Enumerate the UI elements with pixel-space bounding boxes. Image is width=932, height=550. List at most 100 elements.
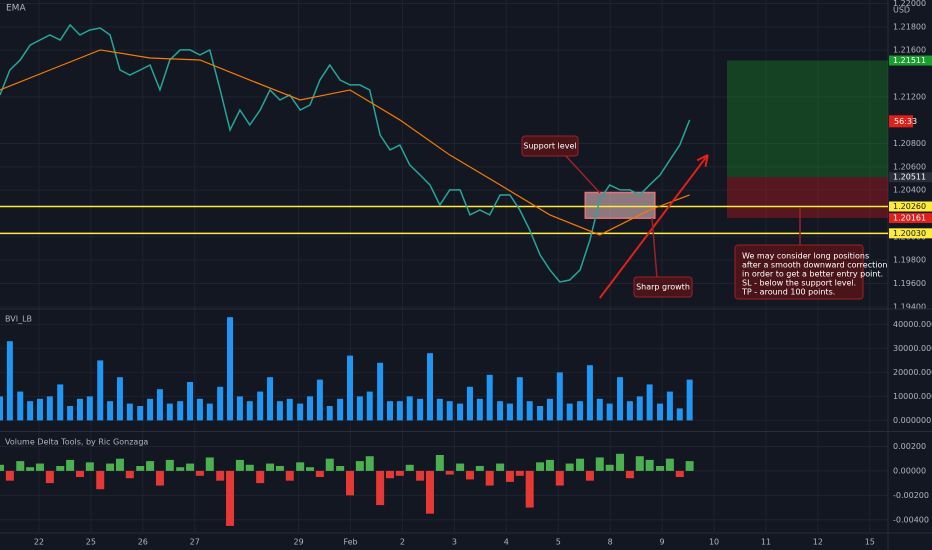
x-tick-label: 26: [138, 538, 148, 547]
delta-bar: [485, 470, 494, 486]
volume-bar: [46, 396, 53, 421]
y-tick-label: 0.00200: [893, 442, 926, 451]
volume-bar: [126, 403, 133, 421]
delta-bar: [515, 470, 524, 476]
growth-callout-text: Sharp growth: [636, 283, 690, 292]
y-tick-label: 1.21800: [893, 22, 926, 31]
delta-bar: [605, 464, 614, 471]
price-tag: [889, 172, 932, 183]
volume-bar: [297, 403, 304, 421]
y-tick-label: -0.00400: [893, 515, 929, 524]
y-tick-label: 0.000000: [893, 416, 931, 425]
volume-bar: [486, 374, 493, 421]
y-tick-label: -0.00200: [893, 491, 929, 500]
support-callout: [521, 135, 579, 157]
volume-bar: [326, 406, 333, 421]
delta-bar: [245, 464, 254, 471]
delta-bar: [416, 470, 425, 481]
ema-line: [0, 49, 690, 236]
x-tick-label: Feb: [343, 538, 357, 547]
volume-bar: [227, 317, 234, 421]
volume-bar: [646, 384, 653, 421]
delta-bar: [645, 459, 654, 471]
delta-bar: [16, 461, 25, 471]
delta-bar: [85, 462, 94, 471]
volume-bar: [347, 355, 354, 421]
volume-bar: [626, 401, 633, 421]
delta-bar: [576, 458, 585, 471]
volume-bar: [187, 382, 194, 421]
volume-bar: [286, 398, 293, 421]
volume-bar: [377, 362, 384, 421]
volume-bar: [276, 401, 283, 421]
delta-bar: [106, 463, 115, 471]
delta-bar: [125, 470, 134, 479]
volume-bar: [246, 401, 253, 421]
y-tick-label: 1.20400: [893, 186, 926, 195]
x-tick-label: 12: [813, 538, 823, 547]
volume-bar: [436, 398, 443, 421]
delta-bar: [435, 455, 444, 471]
volume-bar: [417, 398, 424, 421]
volume-bar: [516, 377, 523, 421]
delta-bar: [625, 470, 634, 479]
volume-bar: [476, 398, 483, 421]
y-tick-label: 1.21600: [893, 46, 926, 55]
volume-bar: [307, 396, 314, 421]
pane-title: BVI_LB: [5, 315, 32, 324]
volume-bar: [196, 398, 203, 421]
volume-bar: [546, 398, 553, 421]
volume-bar: [686, 379, 693, 421]
volume-bar: [156, 389, 163, 421]
volume-bar: [86, 396, 93, 421]
delta-bar: [226, 470, 235, 526]
volume-bar: [676, 408, 683, 421]
volume-bar: [337, 398, 344, 421]
delta-bar: [66, 459, 75, 471]
price-tag-label: 1.20511: [893, 173, 926, 182]
delta-bar: [235, 459, 244, 471]
delta-bar: [56, 466, 65, 471]
level-tag: [889, 228, 932, 239]
delta-bar: [266, 463, 275, 471]
volume-bar: [666, 391, 673, 421]
x-tick-label: 10: [709, 538, 719, 547]
y-tick-label: 1.19400: [893, 302, 926, 311]
delta-bar: [336, 466, 345, 471]
level-label: 1.20260: [893, 202, 926, 211]
delta-bar: [595, 457, 604, 471]
trend-arrow: [598, 154, 709, 299]
delta-bar: [555, 470, 564, 486]
x-tick-label: 8: [608, 538, 613, 547]
delta-bar: [136, 466, 145, 471]
delta-bar: [685, 461, 694, 471]
volume-bar: [386, 401, 393, 421]
x-tick-label: 27: [190, 538, 200, 547]
volume-bar: [177, 401, 184, 421]
price-tag-label: 1.20161: [893, 214, 926, 223]
delta-bar: [35, 463, 44, 471]
delta-bar: [395, 470, 404, 476]
delta-bar: [665, 458, 674, 471]
volume-bar: [596, 398, 603, 421]
delta-bar: [325, 458, 334, 471]
y-tick-label: 10000.000000: [893, 392, 932, 401]
delta-bar: [115, 458, 124, 471]
delta-bar: [216, 470, 225, 481]
volume-bar: [36, 398, 43, 421]
delta-bar: [306, 467, 315, 471]
y-tick-label: 1.19600: [893, 279, 926, 288]
delta-bar: [536, 462, 545, 471]
level-tag: [889, 201, 932, 212]
delta-bar: [75, 470, 84, 477]
delta-bar: [315, 470, 324, 477]
volume-bar: [17, 391, 24, 421]
delta-bar: [256, 470, 265, 484]
volume-bar: [206, 403, 213, 421]
volume-bar: [657, 403, 664, 421]
note-line: We may consider long positions: [742, 252, 869, 261]
x-tick-label: 5: [556, 538, 561, 547]
volume-bar: [107, 401, 114, 421]
countdown-label: 56:33: [894, 117, 917, 126]
delta-bar: [186, 463, 195, 471]
